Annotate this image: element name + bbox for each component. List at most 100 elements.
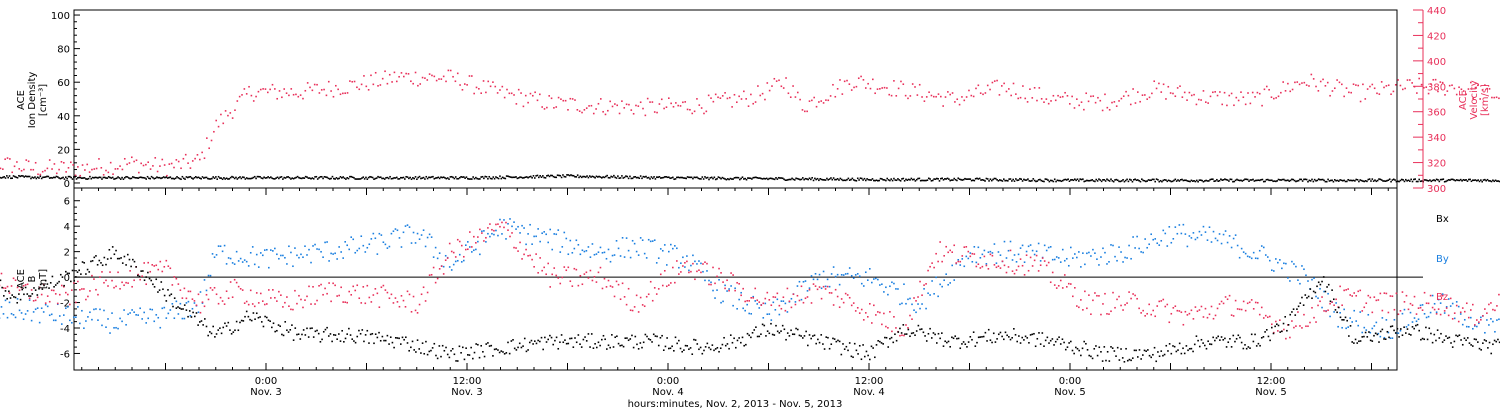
by-point — [1067, 264, 1070, 267]
density-point — [1016, 179, 1018, 182]
velocity-point — [1183, 91, 1186, 94]
bz-point — [623, 296, 626, 298]
bx-point — [289, 328, 292, 331]
velocity-point — [123, 157, 126, 160]
by-point — [342, 257, 344, 259]
bz-point — [34, 299, 37, 302]
density-point — [369, 175, 371, 178]
by-point — [1176, 232, 1179, 235]
bx-point — [584, 336, 586, 338]
density-point — [408, 177, 410, 180]
bz-point — [1353, 292, 1356, 294]
by-point — [672, 247, 674, 250]
velocity-point — [855, 85, 858, 88]
by-point — [975, 261, 978, 264]
bz-point — [571, 285, 574, 287]
bz-point — [854, 310, 857, 312]
bx-point — [691, 353, 694, 356]
velocity-point — [72, 164, 74, 166]
density-point — [890, 178, 893, 180]
density-point — [18, 174, 20, 177]
velocity-point — [1212, 91, 1214, 94]
bz-point — [557, 277, 560, 279]
density-point — [891, 179, 894, 182]
bz-point — [1063, 274, 1066, 276]
bz-point — [50, 289, 53, 292]
density-point — [1418, 178, 1420, 181]
bz-point — [655, 293, 658, 295]
by-point — [402, 231, 405, 234]
density-point — [1221, 179, 1224, 181]
density-point — [1451, 178, 1454, 181]
bx-point — [405, 336, 407, 339]
density-point — [662, 176, 665, 179]
field-tick-label: 0 — [64, 273, 70, 284]
bx-point — [9, 297, 12, 299]
bx-point — [796, 328, 799, 331]
density-point — [736, 176, 738, 179]
velocity-point — [313, 83, 316, 86]
velocity-point — [707, 94, 710, 97]
velocity-point — [576, 109, 579, 111]
density-point — [1218, 179, 1221, 182]
velocity-point — [1099, 99, 1102, 102]
by-point — [1279, 259, 1281, 261]
density-point — [345, 178, 347, 180]
bz-point — [1250, 299, 1253, 301]
density-point — [420, 177, 422, 180]
bx-point — [237, 329, 240, 332]
bx-point — [140, 270, 142, 272]
density-point — [1434, 179, 1437, 182]
bz-point — [1387, 311, 1390, 314]
density-point — [1012, 178, 1014, 181]
density-point — [177, 177, 180, 179]
density-point — [542, 175, 544, 177]
density-point — [146, 175, 149, 178]
velocity-point — [388, 73, 391, 76]
density-point — [406, 176, 409, 178]
by-point — [1224, 230, 1227, 232]
density-point — [166, 177, 169, 179]
by-point — [770, 319, 773, 321]
density-point — [538, 176, 540, 179]
bx-point — [438, 345, 441, 347]
field-tick-label: 4 — [64, 222, 70, 233]
by-point — [107, 318, 109, 320]
bx-point — [455, 360, 457, 362]
density-point — [793, 179, 796, 181]
density-point — [66, 177, 68, 180]
density-point — [1486, 178, 1489, 181]
bz-point — [338, 294, 340, 297]
bx-point — [343, 340, 345, 343]
by-point — [575, 239, 578, 242]
density-point — [685, 177, 688, 180]
bz-point — [1090, 313, 1092, 316]
bz-point — [1277, 330, 1279, 332]
density-point — [200, 177, 202, 180]
density-point — [1328, 180, 1331, 182]
by-point — [467, 241, 469, 243]
velocity-point — [112, 173, 114, 175]
bz-point — [1152, 309, 1155, 312]
by-point — [221, 250, 224, 253]
bx-point — [338, 333, 340, 335]
by-point — [991, 252, 994, 254]
density-point — [1126, 178, 1128, 181]
bx-point — [807, 344, 809, 347]
bz-point — [1399, 310, 1402, 312]
bz-point — [462, 255, 465, 258]
bz-point — [217, 302, 220, 305]
by-point — [489, 235, 491, 238]
bz-point — [1289, 336, 1291, 339]
by-point — [95, 308, 97, 310]
velocity-point — [398, 75, 400, 78]
by-point — [412, 231, 415, 234]
bx-point — [622, 345, 625, 348]
by-point — [1013, 254, 1016, 256]
velocity-tick-label: 320 — [1427, 159, 1446, 170]
density-point — [874, 179, 876, 182]
density-point — [47, 175, 50, 178]
bx-point — [858, 344, 861, 347]
density-point — [811, 176, 813, 179]
density-point — [858, 179, 860, 181]
